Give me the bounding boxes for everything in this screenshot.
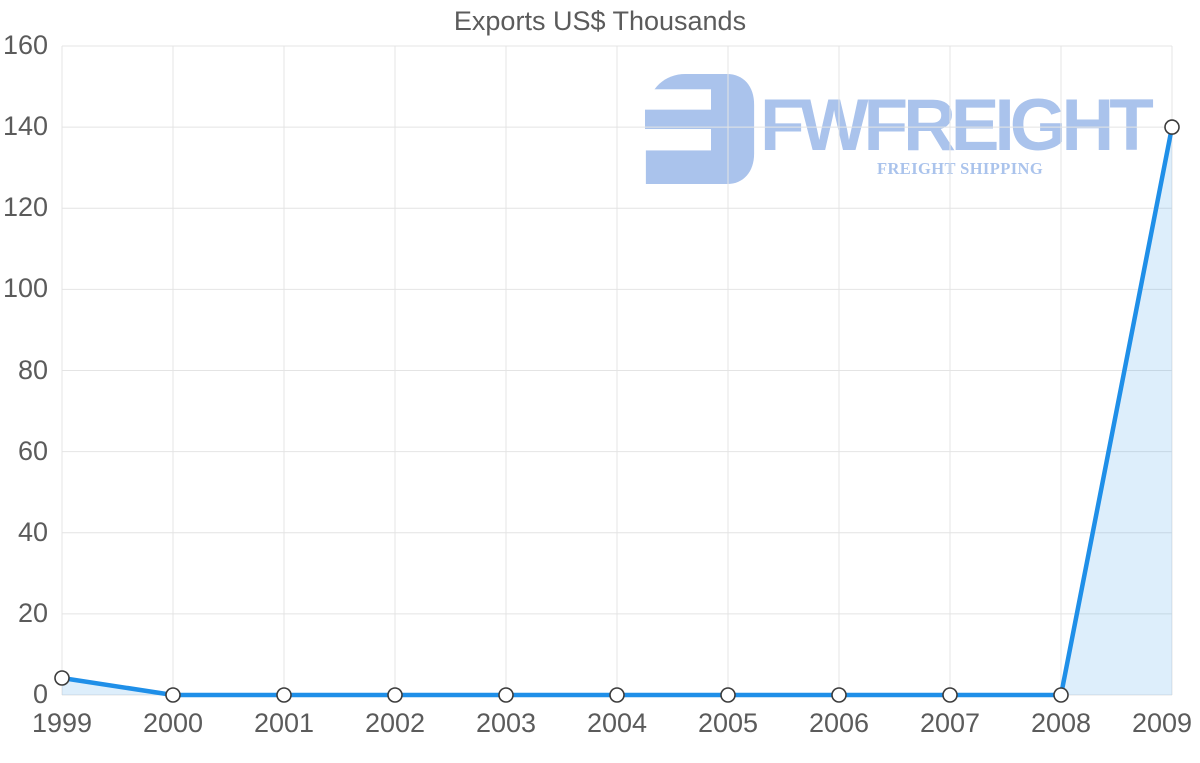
svg-text:FWFREIGHT: FWFREIGHT: [760, 85, 1153, 166]
svg-text:FREIGHT SHIPPING: FREIGHT SHIPPING: [877, 159, 1043, 178]
